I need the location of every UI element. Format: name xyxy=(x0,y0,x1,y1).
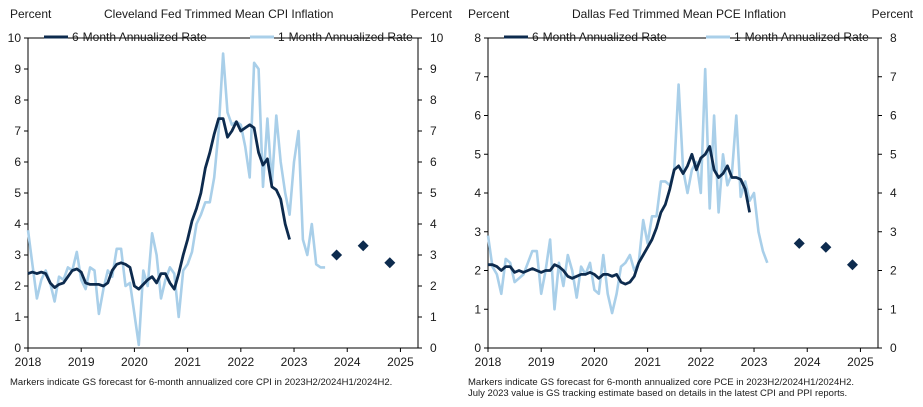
left-unit-label: Percent xyxy=(10,7,52,21)
y-tick-label-right: 3 xyxy=(430,248,437,262)
y-tick-label-left: 0 xyxy=(474,341,481,355)
y-tick-label-right: 8 xyxy=(430,93,437,107)
legend: 6-Month Annualized Rate 1-Month Annualiz… xyxy=(504,30,869,44)
footnote-line: Markers indicate GS forecast for 6-month… xyxy=(10,377,393,388)
y-tick-label-right: 1 xyxy=(890,302,897,316)
x-tick-label: 2022 xyxy=(227,355,254,369)
y-tick-label-left: 2 xyxy=(14,279,21,293)
footnote-line: July 2023 value is GS tracking estimate … xyxy=(468,388,848,399)
forecast-marker xyxy=(357,240,369,252)
legend-label-six-month: 6-Month Annualized Rate xyxy=(532,30,667,44)
x-tick-label: 2018 xyxy=(475,355,502,369)
chart-title: Cleveland Fed Trimmed Mean CPI Inflation xyxy=(104,7,333,21)
x-tick-label: 2022 xyxy=(687,355,714,369)
y-tick-label-left: 5 xyxy=(14,186,21,200)
y-tick-label-right: 6 xyxy=(430,155,437,169)
x-tick-label: 2020 xyxy=(121,355,148,369)
legend-label-one-month: 1-Month Annualized Rate xyxy=(734,30,869,44)
y-tick-label-right: 7 xyxy=(890,70,897,84)
one-month-rate-line xyxy=(486,67,769,315)
right-unit-label: Percent xyxy=(872,7,914,21)
y-tick-label-right: 0 xyxy=(890,341,897,355)
y-tick-label-left: 5 xyxy=(474,147,481,161)
y-tick-label-right: 7 xyxy=(430,124,437,138)
y-tick-label-left: 3 xyxy=(474,225,481,239)
y-tick-label-left: 9 xyxy=(14,62,21,76)
y-tick-label-right: 6 xyxy=(890,109,897,123)
x-tick-label: 2019 xyxy=(528,355,555,369)
y-tick-label-right: 5 xyxy=(430,186,437,200)
y-tick-label-left: 2 xyxy=(474,264,481,278)
plot-frame xyxy=(487,37,879,349)
y-tick-label-right: 0 xyxy=(430,341,437,355)
y-tick-label-left: 6 xyxy=(474,109,481,123)
y-tick-label-left: 4 xyxy=(474,186,481,200)
forecast-marker xyxy=(384,257,396,269)
x-tick-label: 2019 xyxy=(68,355,95,369)
forecast-marker xyxy=(820,241,832,253)
y-tick-label-left: 7 xyxy=(474,70,481,84)
x-tick-label: 2023 xyxy=(741,355,768,369)
x-tick-label: 2025 xyxy=(387,355,414,369)
y-tick-label-right: 9 xyxy=(430,62,437,76)
y-tick-label-left: 1 xyxy=(14,310,21,324)
six-month-rate-line xyxy=(488,145,751,286)
y-tick-label-left: 7 xyxy=(14,124,21,138)
forecast-marker xyxy=(793,237,805,249)
x-tick-label: 2025 xyxy=(847,355,874,369)
right-unit-label: Percent xyxy=(411,7,453,21)
x-tick-label: 2024 xyxy=(334,355,361,369)
left-unit-label: Percent xyxy=(468,7,510,21)
x-tick-label: 2021 xyxy=(174,355,201,369)
footnote-line: Markers indicate GS forecast for 6-month… xyxy=(468,377,855,388)
y-tick-label-right: 4 xyxy=(890,186,897,200)
dallas-pce-chart: Percent Dallas Fed Trimmed Mean PCE Infl… xyxy=(468,7,914,369)
forecast-marker xyxy=(331,249,343,261)
y-tick-label-left: 8 xyxy=(474,31,481,45)
y-tick-label-left: 0 xyxy=(14,341,21,355)
six-month-rate-line xyxy=(27,117,291,291)
y-tick-label-right: 4 xyxy=(430,217,437,231)
legend-label-six-month: 6-Month Annualized Rate xyxy=(72,30,207,44)
y-tick-label-left: 10 xyxy=(8,31,22,45)
cleveland-cpi-chart: Percent Cleveland Fed Trimmed Mean CPI I… xyxy=(8,7,453,369)
y-tick-label-right: 3 xyxy=(890,225,897,239)
x-tick-label: 2023 xyxy=(281,355,308,369)
y-tick-label-left: 8 xyxy=(14,93,21,107)
y-tick-label-right: 8 xyxy=(890,31,897,45)
x-tick-label: 2020 xyxy=(581,355,608,369)
legend: 6-Month Annualized Rate 1-Month Annualiz… xyxy=(44,30,413,44)
y-tick-label-left: 3 xyxy=(14,248,21,262)
y-tick-label-left: 6 xyxy=(14,155,21,169)
y-tick-label-right: 1 xyxy=(430,310,437,324)
x-tick-label: 2024 xyxy=(794,355,821,369)
y-tick-label-right: 5 xyxy=(890,147,897,161)
x-tick-label: 2018 xyxy=(15,355,42,369)
y-tick-label-left: 4 xyxy=(14,217,21,231)
one-month-rate-line xyxy=(26,52,326,347)
y-tick-label-right: 2 xyxy=(430,279,437,293)
x-tick-label: 2021 xyxy=(634,355,661,369)
chart-title: Dallas Fed Trimmed Mean PCE Inflation xyxy=(572,7,786,21)
y-tick-label-left: 1 xyxy=(474,302,481,316)
y-tick-label-right: 10 xyxy=(430,31,444,45)
plot-frame xyxy=(27,37,419,349)
y-tick-label-right: 2 xyxy=(890,264,897,278)
legend-label-one-month: 1-Month Annualized Rate xyxy=(278,30,413,44)
forecast-marker xyxy=(846,259,858,271)
